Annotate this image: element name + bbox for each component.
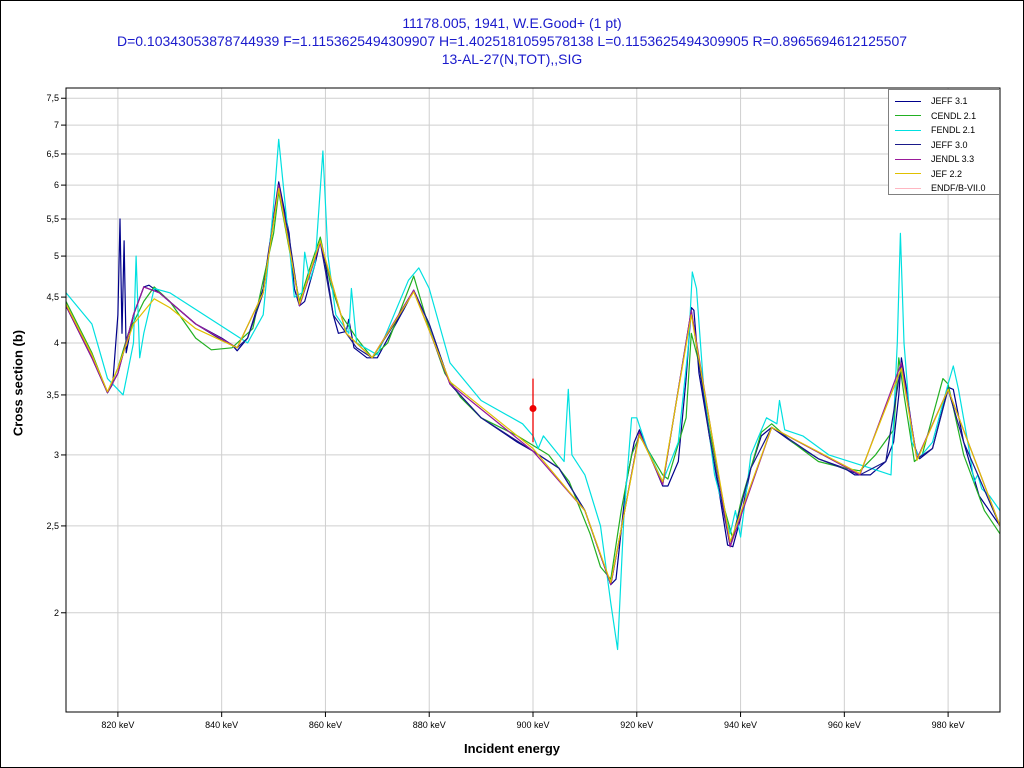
legend-label: JENDL 3.3 bbox=[931, 154, 975, 165]
legend-label: FENDL 2.1 bbox=[931, 125, 976, 136]
y-axis-label: Cross section (b) bbox=[10, 329, 26, 437]
x-axis-label: Incident energy bbox=[463, 741, 561, 756]
legend-swatch bbox=[895, 187, 921, 189]
x-tick-label: 960 keV bbox=[828, 720, 861, 730]
legend-item: CENDL 2.1 bbox=[889, 109, 999, 124]
x-tick-label: 860 keV bbox=[309, 720, 342, 730]
x-tick-label: 840 keV bbox=[205, 720, 238, 730]
legend-label: JEF 2.2 bbox=[931, 168, 963, 179]
measurement-point bbox=[529, 405, 537, 413]
legend-item: JEFF 3.1 bbox=[889, 94, 999, 109]
legend-label: ENDF/B-VII.0 bbox=[931, 183, 986, 194]
legend-swatch bbox=[895, 144, 921, 146]
x-tick-label: 920 keV bbox=[620, 720, 653, 730]
y-tick-label: 7,5 bbox=[46, 93, 59, 103]
legend-label: JEFF 3.0 bbox=[931, 139, 968, 150]
x-tick-label: 900 keV bbox=[516, 720, 549, 730]
x-tick-label: 820 keV bbox=[101, 720, 134, 730]
legend-swatch bbox=[895, 100, 921, 102]
legend: JEFF 3.1 CENDL 2.1 FENDL 2.1 JEFF 3.0 JENDL … bbox=[888, 89, 1000, 195]
legend-item: JEFF 3.0 bbox=[889, 138, 999, 153]
y-tick-label: 2 bbox=[54, 608, 59, 618]
legend-swatch bbox=[895, 115, 921, 117]
legend-item: JEF 2.2 bbox=[889, 167, 999, 182]
y-tick-label: 6,5 bbox=[46, 149, 59, 159]
y-tick-label: 7 bbox=[54, 120, 59, 130]
x-tick-label: 880 keV bbox=[413, 720, 446, 730]
series-line-cendl-2-1 bbox=[65, 191, 1001, 580]
y-tick-label: 3,5 bbox=[46, 390, 59, 400]
y-tick-label: 5,5 bbox=[46, 214, 59, 224]
y-tick-label: 2,5 bbox=[46, 521, 59, 531]
title-line-3: 13-AL-27(N,TOT),,SIG bbox=[441, 51, 583, 67]
title-line-2: D=0.10343053878744939 F=1.11536254943099… bbox=[116, 33, 908, 49]
legend-item: ENDF/B-VII.0 bbox=[889, 181, 999, 196]
legend-label: CENDL 2.1 bbox=[931, 110, 977, 121]
y-tick-label: 6 bbox=[54, 180, 59, 190]
legend-label: JEFF 3.1 bbox=[931, 96, 968, 107]
y-tick-label: 4,5 bbox=[46, 292, 59, 302]
legend-item: FENDL 2.1 bbox=[889, 123, 999, 138]
x-tick-label: 940 keV bbox=[724, 720, 757, 730]
title-line-1: 11178.005, 1941, W.E.Good+ (1 pt) bbox=[402, 15, 622, 31]
y-tick-label: 3 bbox=[54, 450, 59, 460]
y-tick-label: 5 bbox=[54, 251, 59, 261]
series-line-jef-2-2 bbox=[65, 187, 1001, 584]
legend-swatch bbox=[895, 173, 921, 175]
y-tick-label: 4 bbox=[54, 338, 59, 348]
chart-title: 11178.005, 1941, W.E.Good+ (1 pt) D=0.10… bbox=[0, 14, 1024, 68]
x-tick-label: 980 keV bbox=[932, 720, 965, 730]
series-line-fendl-2-1 bbox=[65, 138, 1001, 651]
legend-swatch bbox=[895, 129, 921, 131]
legend-swatch bbox=[895, 158, 921, 160]
legend-item: JENDL 3.3 bbox=[889, 152, 999, 167]
